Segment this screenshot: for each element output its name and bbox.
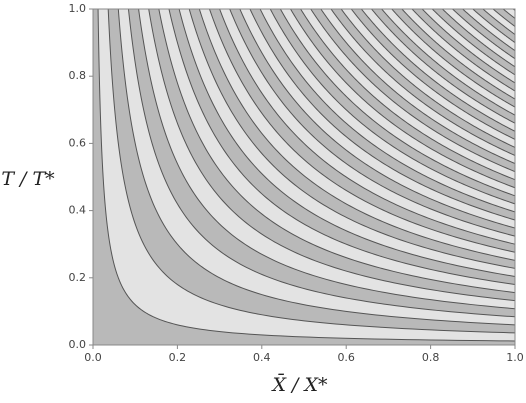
contour-line bbox=[310, 8, 516, 173]
contour-line bbox=[462, 8, 516, 52]
contour-line bbox=[350, 8, 516, 140]
x-tick-label: 0.8 bbox=[422, 351, 440, 364]
x-tick-label: 1.0 bbox=[506, 351, 524, 364]
contour-line bbox=[127, 8, 516, 318]
contour-line bbox=[300, 8, 516, 181]
contour-line bbox=[158, 8, 516, 294]
contour-line bbox=[452, 8, 516, 60]
y-tick-label: 1.0 bbox=[69, 2, 87, 15]
y-axis-label: T / T* bbox=[1, 168, 55, 190]
contour-line bbox=[259, 8, 516, 213]
contour-line bbox=[371, 8, 516, 124]
contour-line bbox=[269, 8, 516, 205]
contour-line bbox=[249, 8, 516, 221]
contour-line bbox=[138, 8, 516, 310]
contour-line bbox=[208, 8, 516, 253]
contour-line bbox=[411, 8, 516, 92]
contour-line bbox=[492, 8, 516, 27]
y-tick-label: 0.6 bbox=[69, 136, 87, 149]
contour-line bbox=[229, 8, 516, 237]
contour-line bbox=[431, 8, 516, 76]
contour-line bbox=[148, 8, 516, 302]
contour-line bbox=[472, 8, 516, 44]
contour-line bbox=[117, 8, 516, 326]
contour-line bbox=[198, 8, 516, 261]
x-tick-label: 0.2 bbox=[169, 351, 187, 364]
contour-line bbox=[107, 8, 516, 334]
y-tick-label: 0.4 bbox=[69, 204, 87, 217]
contour-line bbox=[482, 8, 516, 35]
y-tick-label: 0.8 bbox=[69, 69, 87, 82]
contour-line bbox=[330, 8, 516, 156]
contour-line bbox=[178, 8, 516, 277]
contour-line bbox=[381, 8, 516, 116]
contour-line bbox=[502, 8, 516, 19]
contour-line bbox=[401, 8, 516, 100]
contour-line bbox=[320, 8, 516, 165]
contour-line bbox=[97, 8, 516, 342]
contour-line bbox=[361, 8, 516, 132]
contour-line bbox=[279, 8, 516, 197]
x-axis-label: X̄ / X* bbox=[270, 373, 328, 396]
y-tick-label: 0.2 bbox=[69, 271, 87, 284]
contour-line bbox=[219, 8, 516, 245]
contour-line bbox=[421, 8, 516, 84]
x-tick-label: 0.4 bbox=[253, 351, 271, 364]
contour-line bbox=[442, 8, 516, 68]
contour-line bbox=[239, 8, 516, 229]
contour-line bbox=[168, 8, 516, 286]
x-tick-label: 0.0 bbox=[84, 351, 102, 364]
y-tick-label: 0.0 bbox=[69, 338, 87, 351]
contour-line bbox=[290, 8, 516, 189]
contour-line bbox=[340, 8, 516, 148]
plot-frame bbox=[92, 8, 516, 346]
contour-line bbox=[188, 8, 516, 269]
x-tick-label: 0.6 bbox=[337, 351, 355, 364]
contour-line bbox=[391, 8, 516, 108]
